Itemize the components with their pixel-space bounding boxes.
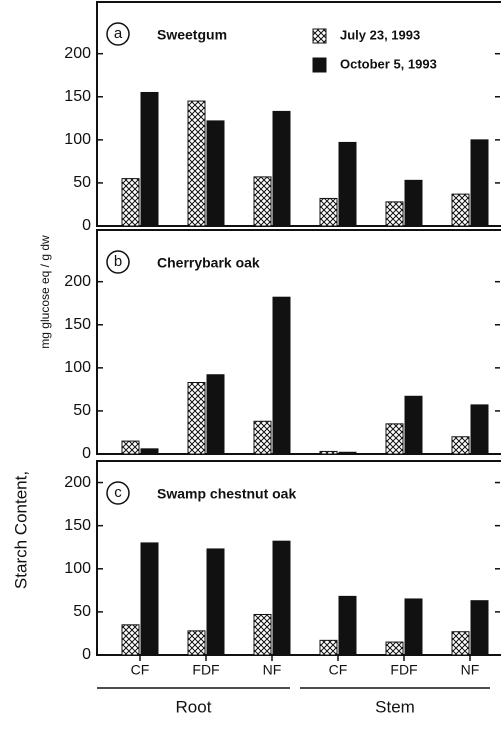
group-label: Root [176,697,212,716]
bar [272,110,291,227]
bar [253,176,272,227]
bar [121,440,140,455]
panel-frame [96,460,501,656]
bar [470,139,489,227]
y-tick-label: 0 [82,646,91,663]
bar [338,451,357,455]
panel-frame [96,229,501,455]
panel-title: Cherrybark oak [157,255,260,271]
y-tick-label: 200 [64,474,91,491]
bar [187,100,206,227]
bar [404,598,423,656]
y-tick-label: 100 [64,560,91,577]
y-tick-label: 50 [73,174,91,191]
y-tick-label: 50 [73,402,91,419]
bar [404,395,423,455]
x-tick-label: FDF [192,662,219,678]
panel-frame [96,1,501,227]
panel-title: Sweetgum [157,27,227,43]
panel-badge [106,22,130,46]
y-tick-label: 50 [73,603,91,620]
panel-badge [106,481,130,505]
bar [385,641,404,656]
y-tick-label: 150 [64,316,91,333]
x-tick-label: CF [329,662,348,678]
panel-label: c [114,484,122,501]
x-tick-label: NF [461,662,480,678]
bar [338,141,357,227]
bar [470,404,489,455]
bar [206,548,225,656]
y-tick-label: 100 [64,131,91,148]
bar [140,542,159,656]
panel-title: Swamp chestnut oak [157,486,296,502]
bar [272,296,291,455]
bar [140,448,159,455]
bar [206,374,225,455]
bar [121,178,140,227]
bar [319,450,338,455]
x-tick-label: NF [263,662,282,678]
y-tick-label: 150 [64,517,91,534]
bar [338,595,357,656]
bar [404,179,423,227]
y-tick-label: 100 [64,359,91,376]
y-tick-label: 200 [64,45,91,62]
panel-label: b [114,253,122,270]
y-tick-label: 0 [82,217,91,234]
legend-swatch [312,57,327,73]
bar [319,639,338,656]
x-tick-label: FDF [390,662,417,678]
y-axis-label: Starch Content, [11,471,30,589]
bar [319,197,338,227]
group-label: Stem [375,697,415,716]
x-tick-label: CF [131,662,150,678]
bar [206,120,225,227]
bar [140,91,159,227]
panel-label: a [114,25,123,42]
legend-label: July 23, 1993 [340,27,420,42]
y-tick-label: 200 [64,273,91,290]
bar [385,423,404,455]
y-tick-label: 0 [82,445,91,462]
bar [121,624,140,656]
legend-swatch [312,28,327,44]
panel-badge [106,250,130,274]
y-axis-units: mg glucose eq / g dw [38,235,52,349]
bar [187,630,206,656]
y-tick-label: 150 [64,88,91,105]
bar [451,436,470,455]
bar [451,193,470,227]
bar [253,613,272,656]
bar [470,600,489,656]
bar [272,540,291,656]
legend-label: October 5, 1993 [340,56,437,71]
bar [187,381,206,455]
bar [451,631,470,656]
bar [385,201,404,227]
bar [253,420,272,455]
